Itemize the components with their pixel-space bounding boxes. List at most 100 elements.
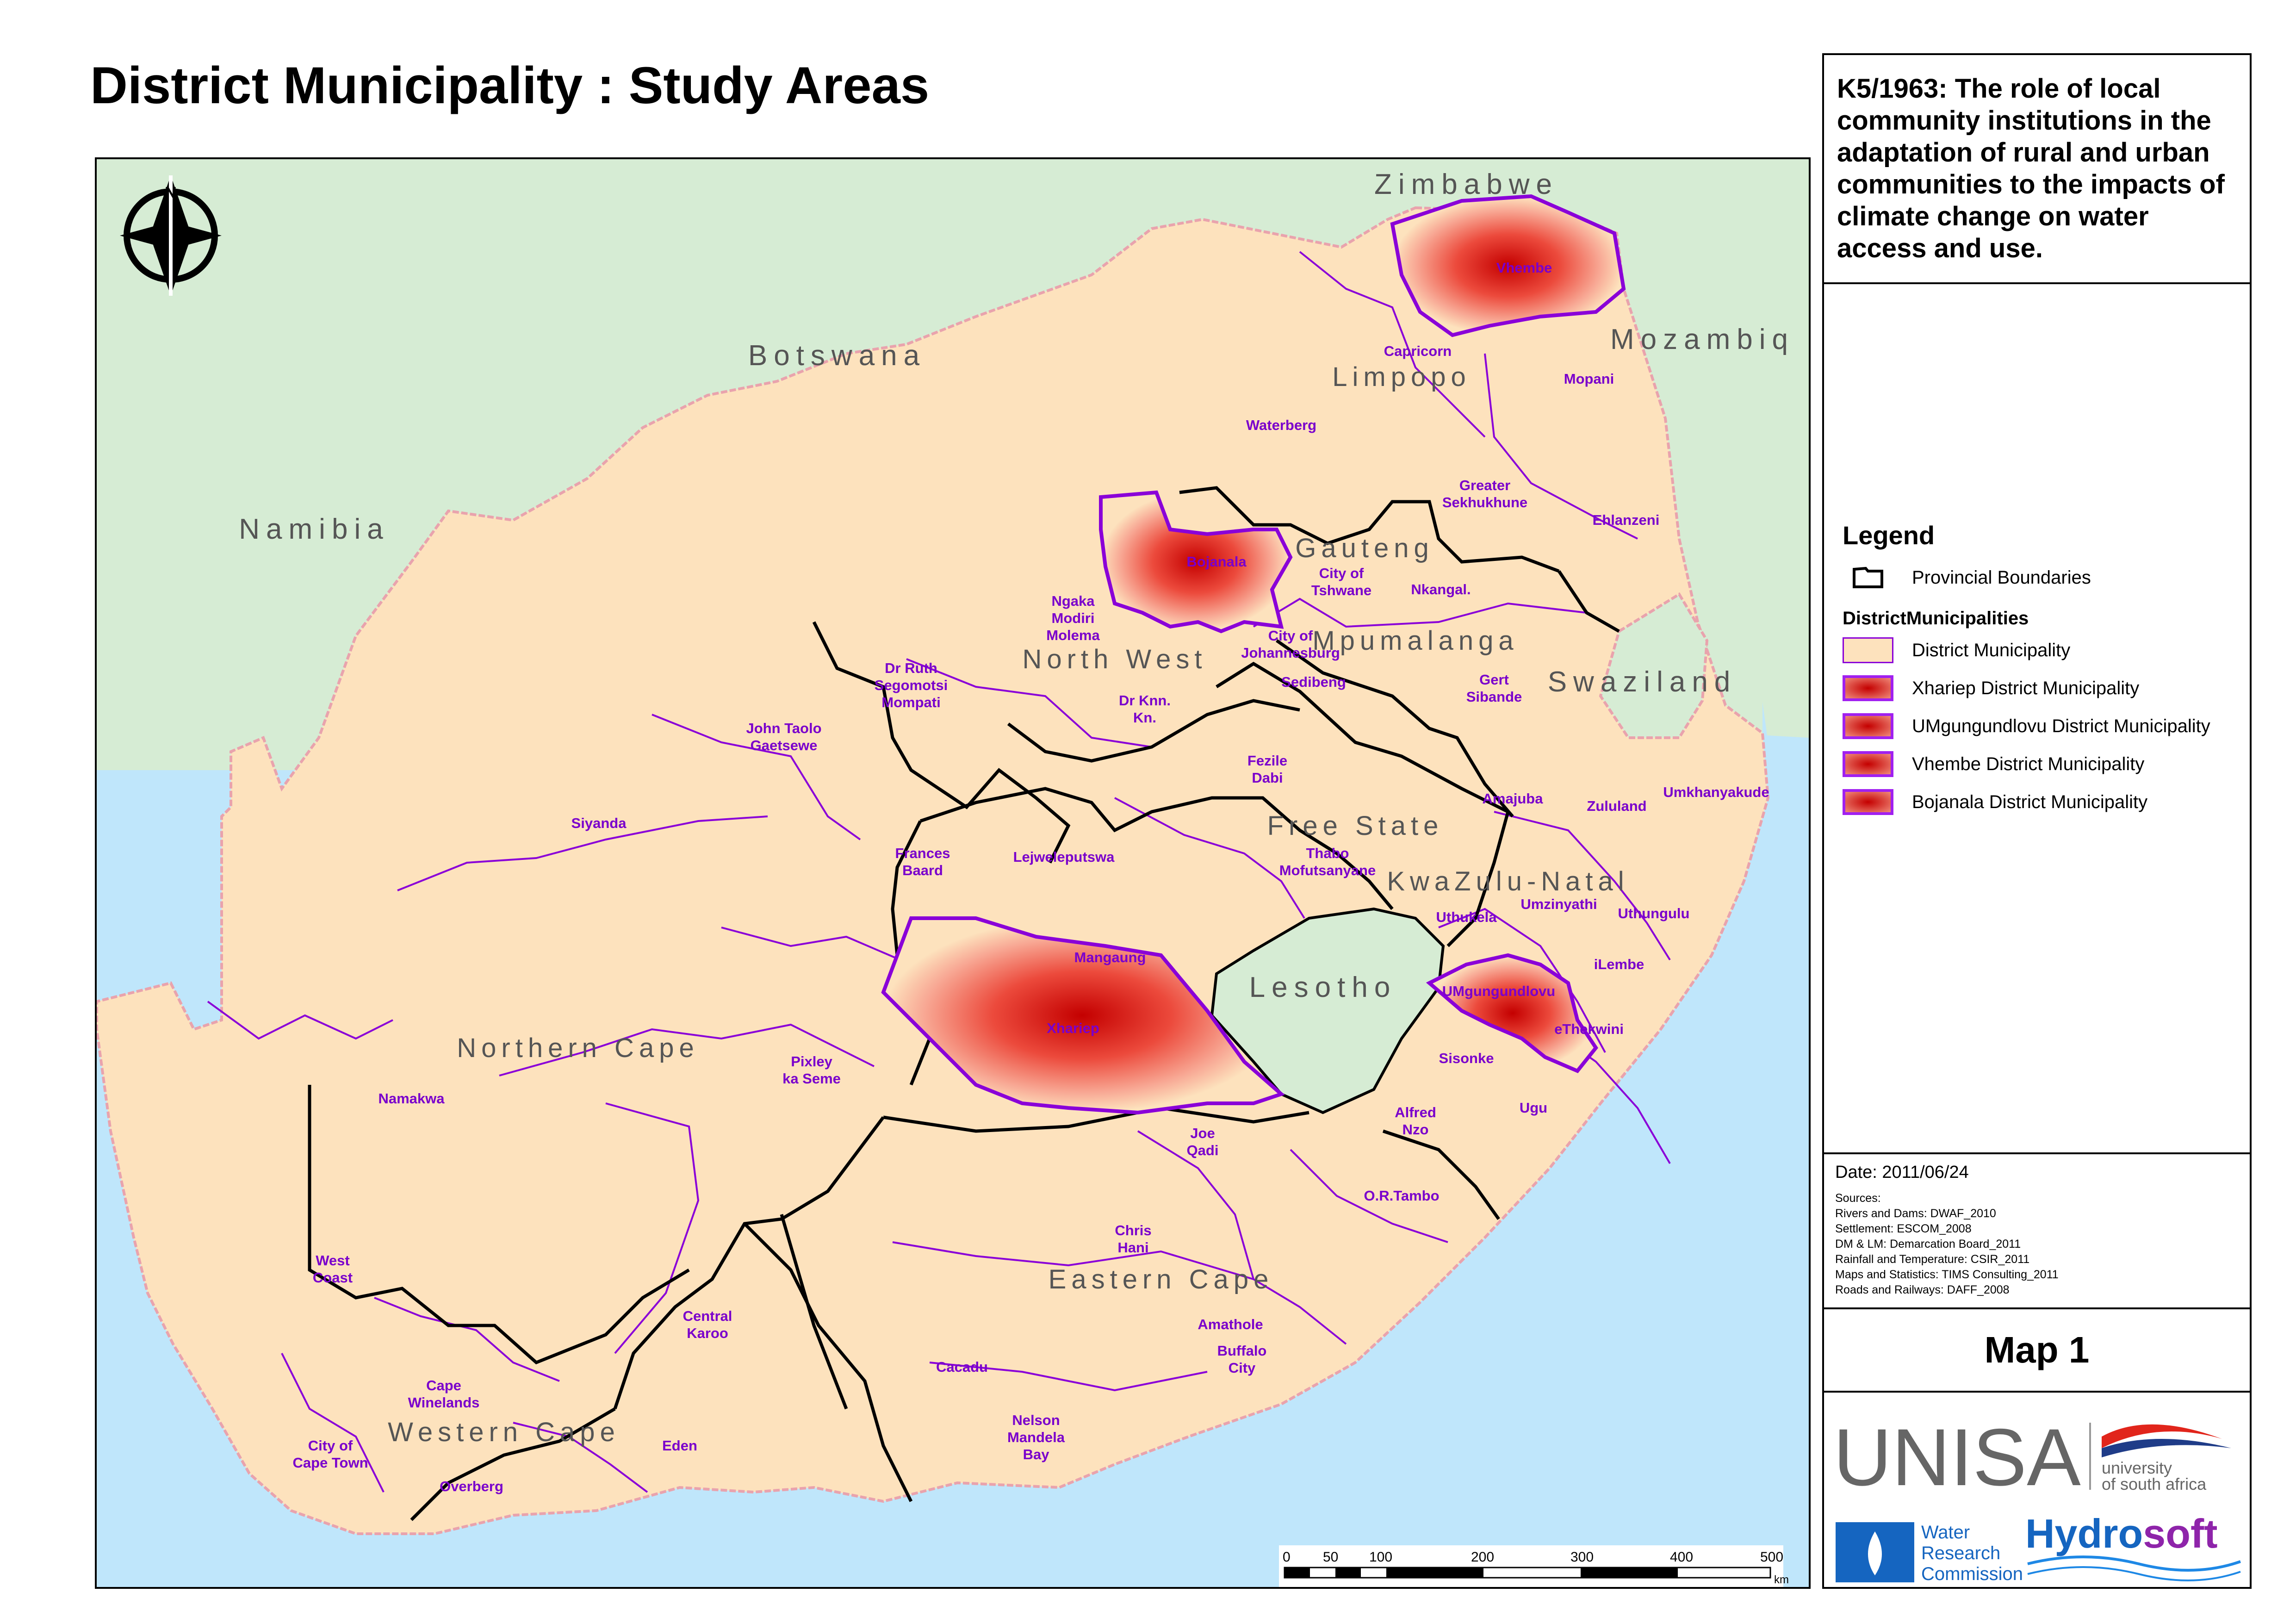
province-mpumalanga: Mpumalanga	[1312, 626, 1518, 656]
hydrosoft-a: Hydro	[2025, 1511, 2143, 1556]
label-buffalo-2: City	[1229, 1360, 1256, 1376]
label-knn-2: Kn.	[1133, 709, 1156, 726]
label-nmb-2: Mandela	[1007, 1429, 1065, 1445]
vhembe-district[interactable]	[1390, 194, 1626, 337]
legend-umgungundlovu: UMgungundlovu District Municipality	[1843, 712, 2210, 740]
label-gert-2: Sibande	[1466, 689, 1522, 705]
source-line: Maps and Statistics: TIMS Consulting_201…	[1835, 1268, 2059, 1281]
label-umzinyathi: Umzinyathi	[1520, 896, 1597, 912]
country-botswana: Botswana	[748, 340, 926, 372]
scale-unit: km	[1774, 1574, 1789, 1586]
label-cpt-2: Cape Town	[292, 1455, 368, 1471]
province-north-west: North West	[1022, 644, 1207, 674]
scale-tick-300: 300	[1570, 1549, 1594, 1565]
hydrosoft-logo: Hydrosoft	[2025, 1511, 2218, 1556]
legend-group-title: DistrictMunicipalities	[1843, 608, 2029, 628]
country-lesotho: Lesotho	[1249, 971, 1397, 1003]
legend-provincial: Provincial Boundaries	[1843, 563, 2091, 592]
umgungundlovu-district[interactable]	[1426, 953, 1598, 1073]
label-vhembe[interactable]: Vhembe	[1496, 260, 1552, 276]
label-siyanda: Siyanda	[571, 815, 627, 831]
bojanala-swatch	[1843, 789, 1893, 815]
label-tshwane-2: Tshwane	[1311, 582, 1371, 598]
label-frances-2: Baard	[902, 862, 943, 878]
label-sedibeng: Sedibeng	[1281, 674, 1346, 690]
label-amajuba: Amajuba	[1483, 790, 1544, 807]
unisa-sub-2: of south africa	[2102, 1475, 2207, 1493]
map-title: District Municipality : Study Areas	[90, 56, 930, 114]
label-nmb-3: Bay	[1023, 1446, 1050, 1462]
label-ehlanzeni: Ehlanzeni	[1593, 512, 1660, 528]
north-arrow-icon: N	[120, 175, 222, 296]
map-number: Map 1	[1824, 1309, 2250, 1393]
scale-tick-0: 0	[1283, 1549, 1291, 1565]
scale-tick-100: 100	[1369, 1549, 1392, 1565]
lesotho-shape	[1210, 907, 1445, 1114]
label-mopani: Mopani	[1564, 371, 1614, 387]
label-joe-2: Qadi	[1187, 1142, 1219, 1158]
label-ethekwini: eThekwini	[1554, 1021, 1624, 1037]
country-zimbabwe: Zimbabwe	[1374, 168, 1558, 200]
label-karoo-1: Central	[683, 1308, 732, 1324]
label-west-coast-1: West	[316, 1252, 350, 1269]
label-winelands-1: Cape	[426, 1377, 461, 1394]
swaziland-shape	[1599, 592, 1709, 739]
country-namibia: Namibia	[239, 513, 389, 545]
legend-xhariep-label: Xhariep District Municipality	[1912, 678, 2140, 698]
label-joburg-2: Johannesburg	[1241, 645, 1340, 661]
unisa-wave-icon	[2102, 1424, 2222, 1448]
province-kwazulu-natal: KwaZulu-Natal	[1387, 866, 1629, 896]
label-taolo-2: Gaetsewe	[751, 737, 818, 753]
label-west-coast-2: Coast	[313, 1269, 353, 1286]
label-ugu: Ugu	[1520, 1100, 1547, 1116]
source-line: Sources:	[1835, 1192, 1881, 1205]
legend-district-label: District Municipality	[1912, 640, 2071, 660]
label-xhariep[interactable]: Xhariep	[1047, 1020, 1099, 1036]
province-limpopo: Limpopo	[1332, 362, 1471, 392]
label-thabo-1: Thabo	[1306, 845, 1349, 861]
source-line: Rivers and Dams: DWAF_2010	[1835, 1207, 1996, 1220]
label-cpt-1: City of	[308, 1437, 353, 1454]
source-line: Roads and Railways: DAFF_2008	[1835, 1283, 2010, 1296]
map-canvas[interactable]: Zimbabwe Botswana Namibia Mozambiq Swazi…	[97, 159, 1809, 1587]
legend-title: Legend	[1843, 521, 1935, 550]
label-chris-2: Hani	[1117, 1239, 1148, 1256]
label-waterberg: Waterberg	[1246, 417, 1316, 433]
label-umgungundlovu[interactable]: UMgungundlovu	[1442, 983, 1556, 999]
label-tshwane-1: City of	[1319, 565, 1364, 581]
label-knn-1: Dr Knn.	[1119, 692, 1171, 709]
umgungundlovu-swatch	[1843, 713, 1893, 739]
north-label: N	[165, 183, 177, 202]
label-thabo-2: Mofutsanyane	[1279, 862, 1376, 878]
unisa-sub-1: university	[2102, 1458, 2172, 1477]
label-umkhanyakude: Umkhanyakude	[1663, 784, 1769, 800]
label-winelands-2: Winelands	[408, 1394, 480, 1411]
xhariep-swatch	[1843, 675, 1893, 701]
label-greater-sekhukhune-2: Sekhukhune	[1442, 494, 1527, 510]
legend-district: District Municipality	[1843, 636, 2070, 665]
label-karoo-2: Karoo	[687, 1325, 728, 1341]
wrc-line-3: Commission	[1921, 1564, 2023, 1584]
xhariep-district[interactable]	[881, 916, 1285, 1115]
label-namakwa: Namakwa	[378, 1090, 445, 1107]
provincial-boundaries	[308, 486, 1620, 1521]
hydrosoft-b: soft	[2143, 1511, 2217, 1556]
label-fezile-1: Fezile	[1247, 753, 1287, 769]
province-eastern-cape: Eastern Cape	[1049, 1264, 1274, 1294]
label-mangaung: Mangaung	[1074, 949, 1146, 965]
provincial-boundary-icon	[1853, 566, 1883, 588]
label-ngaka-1: Ngaka	[1051, 593, 1095, 609]
label-joburg-1: City of	[1268, 628, 1313, 644]
sources: Sources: Rivers and Dams: DWAF_2010 Sett…	[1835, 1191, 2239, 1298]
legend-section: Legend Provincial Boundaries DistrictMun…	[1824, 284, 2250, 1154]
logos-section: UNISA university of south africa Water R…	[1824, 1393, 2250, 1587]
wrc-line-1: Water	[1921, 1522, 1970, 1543]
label-buffalo-1: Buffalo	[1217, 1343, 1267, 1359]
label-pixley-1: Pixley	[791, 1053, 832, 1070]
unisa-logo: UNISA	[1833, 1412, 2081, 1503]
province-northern-cape: Northern Cape	[457, 1033, 699, 1063]
map-area[interactable]: Zimbabwe Botswana Namibia Mozambiq Swazi…	[95, 157, 1811, 1589]
label-bojanala[interactable]: Bojanala	[1186, 554, 1247, 570]
bojanala-district[interactable]	[1099, 490, 1293, 634]
legend-bojanala: Bojanala District Municipality	[1843, 788, 2147, 816]
